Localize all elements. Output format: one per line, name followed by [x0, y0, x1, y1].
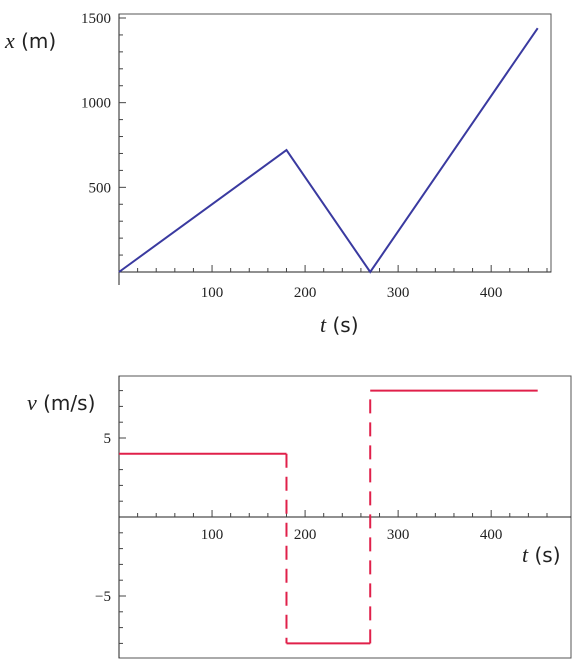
plot-frame	[118, 13, 552, 273]
x-tick-label: 300	[387, 285, 410, 301]
x-tick-label: 200	[294, 527, 317, 543]
x-tick-label: 100	[201, 527, 224, 543]
x-tick-label: 400	[480, 527, 503, 543]
velocity-time-chart: 100 200 300 400 −5 5 v (m/s) t (s)	[27, 375, 572, 659]
x-tick-label: 300	[387, 527, 410, 543]
position-time-chart: 100 200 300 400 500 1000 1500 x (m) t (s)	[4, 11, 552, 337]
x-tick-label: 400	[480, 285, 503, 301]
y-axis-label: v (m/s)	[27, 390, 95, 415]
x-tick-label: 200	[294, 285, 317, 301]
x-tick-label: 100	[201, 285, 224, 301]
y-tick-label: 500	[89, 180, 112, 196]
y-tick-label: −5	[95, 589, 111, 605]
x-axis-label: t (s)	[320, 312, 359, 337]
y-tick-label: 1500	[81, 11, 111, 27]
series-line	[118, 27, 539, 274]
x-axis-label: t (s)	[522, 542, 561, 567]
y-tick-label: 5	[104, 431, 112, 447]
y-tick-label: 1000	[81, 96, 111, 112]
y-axis-label: x (m)	[4, 28, 56, 53]
